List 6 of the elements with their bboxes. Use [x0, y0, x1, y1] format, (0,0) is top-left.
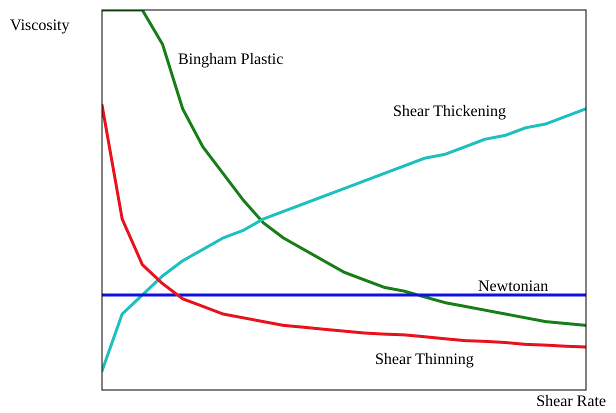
x-axis-title: Shear Rate: [536, 393, 606, 410]
series-label: Bingham Plastic: [178, 51, 284, 68]
series-label: Shear Thickening: [393, 103, 506, 120]
y-axis-title: Viscosity: [10, 17, 70, 34]
series-label: Newtonian: [478, 278, 548, 295]
series-label: Shear Thinning: [375, 351, 474, 368]
